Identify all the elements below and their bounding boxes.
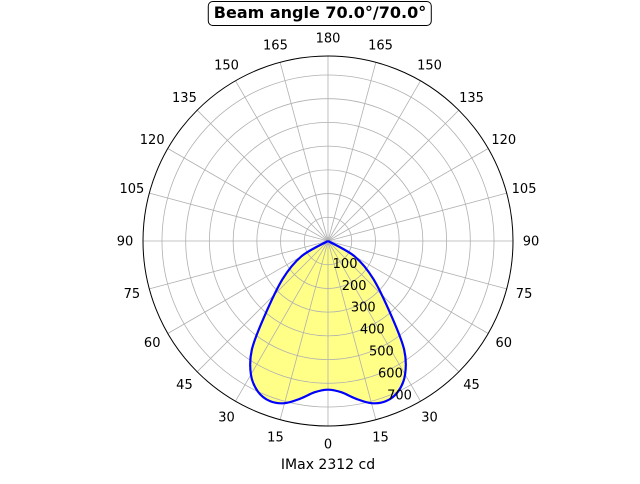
angle-tick-label: 180	[316, 32, 341, 47]
angle-tick-label: 90	[523, 235, 540, 250]
radial-tick-label: 300	[351, 301, 376, 316]
radial-tick-label: 100	[333, 257, 358, 272]
angle-tick-label: 15	[267, 431, 284, 446]
angle-tick-label: 60	[496, 336, 513, 351]
angle-tick-label: 15	[372, 431, 389, 446]
angular-grid-line	[149, 240, 329, 290]
angle-tick-label: 135	[172, 91, 197, 106]
angle-tick-label: 30	[218, 410, 235, 425]
angular-grid-line	[327, 240, 507, 290]
chart-title: Beam angle 70.0°/70.0°	[207, 1, 433, 26]
radial-tick-label: 200	[342, 279, 367, 294]
angular-grid-line	[327, 80, 421, 242]
radial-tick-label: 700	[387, 388, 412, 403]
angular-grid-line	[149, 192, 329, 242]
x-axis-label: IMax 2312 cd	[280, 457, 376, 473]
angle-tick-label: 105	[512, 182, 537, 197]
angular-grid-line	[279, 62, 329, 242]
angle-tick-label: 150	[214, 59, 239, 74]
angular-grid-line	[327, 62, 377, 242]
angular-grid-line	[235, 80, 329, 242]
angle-tick-label: 45	[176, 378, 193, 393]
angle-tick-label: 60	[144, 336, 161, 351]
angle-tick-label: 120	[491, 133, 516, 148]
angle-tick-label: 45	[463, 378, 480, 393]
radial-tick-label: 500	[369, 345, 394, 360]
angle-tick-label: 165	[368, 38, 393, 53]
angular-grid-line	[327, 240, 460, 373]
angular-grid-line	[279, 240, 329, 420]
angle-tick-label: 120	[140, 133, 165, 148]
angle-tick-label: 150	[417, 59, 442, 74]
angle-tick-label: 105	[120, 182, 145, 197]
angular-grid-line	[196, 240, 329, 373]
radial-tick-label: 600	[378, 366, 403, 381]
angular-grid-line	[327, 148, 489, 242]
series-line	[249, 240, 407, 405]
angle-tick-label: 135	[459, 91, 484, 106]
radial-tick-label: 400	[360, 323, 385, 338]
angle-tick-label: 30	[421, 410, 438, 425]
angular-grid-line	[327, 240, 377, 420]
angle-tick-label: 0	[324, 438, 332, 453]
polar-frame	[142, 55, 514, 427]
angle-tick-label: 165	[263, 38, 288, 53]
angle-tick-label: 75	[516, 287, 533, 302]
angle-tick-label: 75	[124, 287, 141, 302]
angular-grid-line	[196, 109, 329, 242]
angular-grid-line	[167, 148, 329, 242]
angular-grid-line	[327, 109, 460, 242]
angular-grid-line	[327, 192, 507, 242]
angle-tick-label: 90	[117, 235, 134, 250]
